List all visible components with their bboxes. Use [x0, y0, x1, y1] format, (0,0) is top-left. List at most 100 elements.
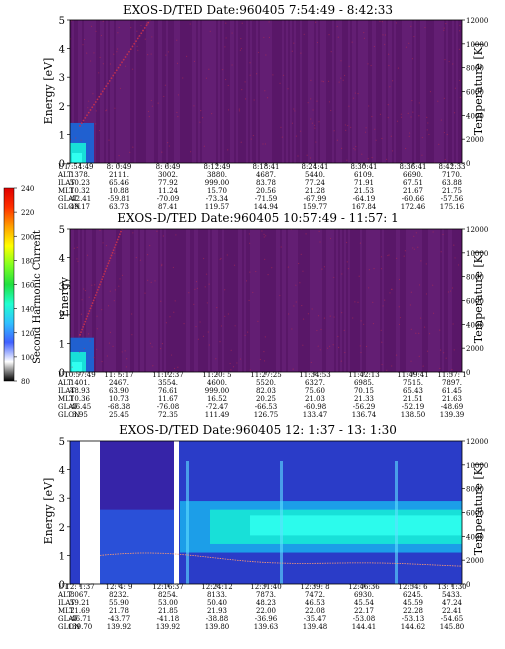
background-streak	[378, 20, 380, 163]
background-streak	[224, 20, 226, 163]
y2-tick-label: 0	[466, 160, 470, 168]
background-streak	[82, 229, 84, 372]
y-tick-label: 3	[59, 494, 65, 505]
noise-point	[454, 257, 456, 259]
background-streak	[164, 20, 166, 163]
table-cell: 7515.	[403, 379, 423, 387]
noise-point	[387, 103, 389, 106]
early-band	[100, 509, 174, 584]
noise-point	[255, 270, 257, 273]
noise-point	[459, 79, 461, 82]
noise-point	[432, 312, 435, 314]
background-streak	[170, 20, 172, 163]
background-streak	[444, 229, 446, 372]
noise-point	[268, 36, 271, 39]
background-streak	[442, 20, 444, 163]
background-streak	[218, 229, 220, 372]
noise-point	[136, 45, 138, 47]
noise-point	[238, 110, 240, 112]
background-streak	[340, 229, 342, 372]
background-streak	[110, 20, 112, 163]
noise-point	[288, 313, 290, 315]
background-streak	[210, 229, 212, 372]
background-streak	[200, 229, 202, 372]
table-cell: 111.49	[205, 411, 230, 419]
noise-point	[439, 329, 441, 331]
noise-point	[332, 344, 334, 346]
noise-point	[195, 281, 198, 283]
noise-point	[88, 296, 90, 298]
noise-point	[252, 291, 254, 294]
table-cell: 10.73	[109, 395, 129, 403]
background-streak	[218, 20, 220, 163]
noise-point	[287, 266, 289, 268]
noise-point	[437, 100, 439, 102]
background-streak	[354, 20, 356, 163]
background-streak	[382, 229, 384, 372]
background-streak	[294, 20, 296, 163]
noise-point	[457, 264, 460, 266]
noise-point	[240, 141, 242, 143]
noise-point	[410, 360, 412, 362]
noise-point	[224, 46, 226, 48]
y2-tick-label: 2000	[466, 345, 484, 353]
background-streak	[202, 20, 204, 163]
table-cell: -66.53	[255, 403, 277, 411]
background-streak	[242, 20, 244, 163]
background-streak	[454, 229, 456, 372]
noise-point	[76, 258, 78, 260]
background-streak	[276, 229, 278, 372]
noise-point	[443, 131, 446, 134]
background-streak	[448, 20, 450, 163]
background-streak	[120, 20, 122, 163]
colorbar-tick-label: 160	[21, 282, 34, 290]
noise-point	[359, 345, 361, 347]
noise-point	[386, 369, 388, 371]
table-cell: 7873.	[256, 591, 276, 599]
table-cell: 22.41	[442, 607, 462, 615]
noise-point	[99, 229, 101, 231]
y-axis-ticks: 0 1 2 3 4 5	[59, 225, 70, 379]
noise-point	[149, 244, 151, 247]
background-streak	[78, 20, 80, 163]
noise-point	[354, 301, 356, 303]
noise-point	[124, 65, 127, 67]
noise-point	[336, 25, 338, 28]
noise-point	[429, 91, 432, 93]
background-streak	[294, 229, 296, 372]
noise-point	[316, 329, 318, 332]
noise-point	[203, 257, 205, 260]
background-streak	[394, 229, 396, 372]
table-cell: 139.63	[254, 623, 279, 631]
noise-point	[164, 84, 166, 86]
table-cell: 3.95	[72, 411, 88, 419]
table-cell: 8: 6:49	[156, 163, 181, 171]
background-streak	[190, 20, 192, 163]
y2-tick-label: 4000	[466, 321, 484, 329]
y2-axis-ticks: 0 2000 4000 6000 8000 10000 12000	[462, 226, 488, 377]
background-streak	[216, 229, 218, 372]
y2-axis-label: Temperature [K]	[472, 251, 485, 343]
y-tick-label: 5	[59, 437, 65, 448]
background-streak	[112, 20, 114, 163]
noise-point	[94, 284, 96, 286]
colorbar: Second Harmonic Current 80 100 120 140 160 18…	[3, 185, 43, 386]
background-streak	[224, 229, 226, 372]
noise-point	[408, 135, 410, 137]
noise-point	[193, 303, 195, 305]
background-streak	[324, 20, 326, 163]
noise-point	[340, 60, 342, 62]
background-streak	[424, 20, 426, 163]
background-streak	[166, 229, 168, 372]
noise-point	[183, 323, 185, 325]
noise-point	[365, 345, 368, 348]
y-tick-label: 4	[59, 466, 65, 477]
colorbar-gradient	[3, 187, 15, 382]
noise-point	[279, 294, 281, 297]
noise-point	[368, 269, 370, 271]
noise-point	[381, 137, 383, 140]
noise-point	[363, 37, 366, 39]
noise-point	[224, 78, 227, 81]
background-streak	[410, 229, 412, 372]
noise-point	[321, 80, 323, 82]
